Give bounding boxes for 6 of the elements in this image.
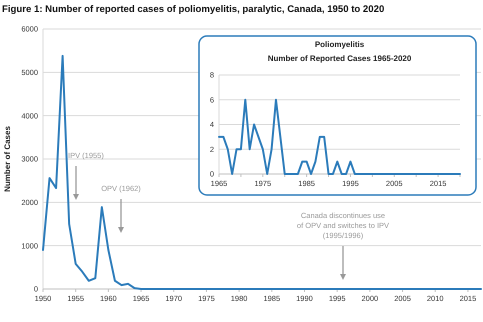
chart-title: Figure 1: Number of reported cases of poliomyelitis, paralytic, Canada, 1950 to 2020 [2,4,384,15]
chart-subtitle: Number of Reported Cases 1965-2020 [268,54,412,63]
line-series [42,54,482,290]
y-axis-title: Number of Cases [3,126,12,192]
line-series [218,98,461,175]
chart-title: Poliomyelitis [314,40,365,49]
